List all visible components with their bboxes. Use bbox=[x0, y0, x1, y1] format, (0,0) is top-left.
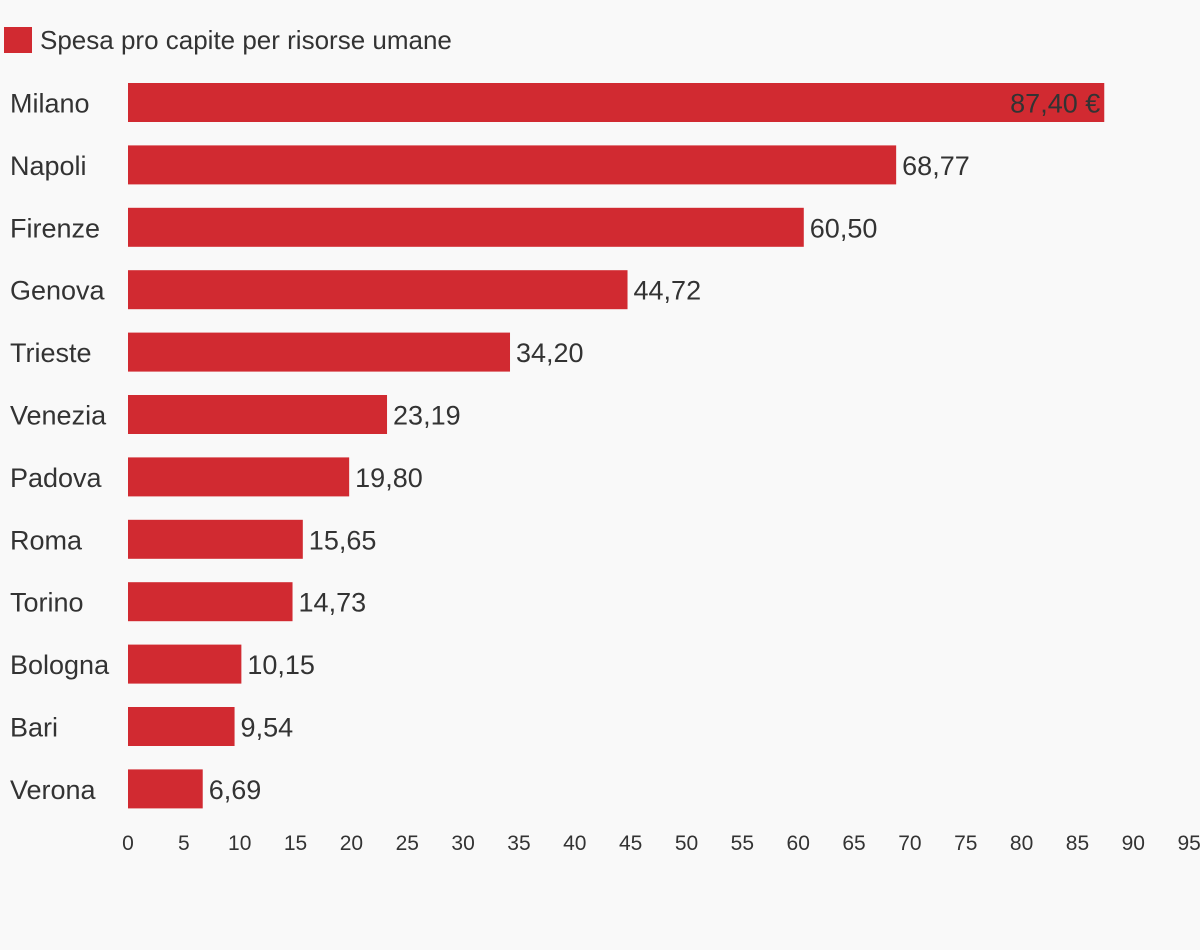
x-tick-label: 35 bbox=[507, 832, 530, 855]
x-tick-label: 65 bbox=[842, 832, 865, 855]
bar bbox=[128, 769, 203, 809]
x-tick-label: 15 bbox=[284, 832, 307, 855]
x-tick-label: 80 bbox=[1010, 832, 1033, 855]
bar bbox=[128, 270, 628, 310]
x-tick-label: 50 bbox=[675, 832, 698, 855]
category-label: Firenze bbox=[10, 213, 100, 243]
x-tick-label: 90 bbox=[1122, 832, 1145, 855]
bar bbox=[128, 457, 350, 497]
data-label: 34,20 bbox=[516, 338, 584, 368]
data-label: 6,69 bbox=[209, 775, 262, 805]
data-label: 60,50 bbox=[810, 213, 878, 243]
category-label: Genova bbox=[10, 276, 106, 306]
category-label: Padova bbox=[10, 463, 103, 493]
bar bbox=[128, 644, 242, 684]
x-tick-label: 70 bbox=[898, 832, 921, 855]
data-label: 14,73 bbox=[299, 588, 367, 618]
bar bbox=[128, 707, 235, 746]
x-tick-label: 40 bbox=[563, 832, 586, 855]
bar bbox=[128, 519, 303, 559]
bar bbox=[128, 332, 511, 372]
category-label: Trieste bbox=[10, 338, 92, 368]
data-label: 19,80 bbox=[355, 463, 423, 493]
category-label: Torino bbox=[10, 588, 84, 618]
x-tick-label: 60 bbox=[787, 832, 810, 855]
bar bbox=[128, 395, 388, 434]
bar bbox=[128, 207, 804, 247]
legend-label: Spesa pro capite per risorse umane bbox=[40, 25, 452, 55]
data-label: 9,54 bbox=[241, 713, 294, 743]
x-tick-label: 75 bbox=[954, 832, 977, 855]
category-label: Verona bbox=[10, 775, 97, 805]
x-tick-label: 20 bbox=[340, 832, 363, 855]
data-label: 23,19 bbox=[393, 401, 461, 431]
category-label: Venezia bbox=[10, 401, 107, 431]
x-tick-label: 85 bbox=[1066, 832, 1089, 855]
data-label: 44,72 bbox=[634, 276, 702, 306]
x-tick-label: 95 bbox=[1177, 832, 1200, 855]
x-tick-label: 30 bbox=[451, 832, 474, 855]
legend-swatch bbox=[4, 27, 32, 53]
bar bbox=[128, 83, 1105, 122]
category-label: Bari bbox=[10, 713, 58, 743]
x-tick-label: 10 bbox=[228, 832, 251, 855]
bar bbox=[128, 582, 293, 622]
x-tick-label: 45 bbox=[619, 832, 642, 855]
bar bbox=[128, 145, 897, 185]
data-label: 87,40 € bbox=[1010, 89, 1100, 119]
category-label: Napoli bbox=[10, 151, 87, 181]
x-tick-label: 0 bbox=[122, 832, 134, 855]
legend: Spesa pro capite per risorse umane bbox=[4, 26, 452, 54]
data-label: 68,77 bbox=[902, 151, 970, 181]
data-label: 10,15 bbox=[247, 650, 315, 680]
x-tick-label: 55 bbox=[731, 832, 754, 855]
category-label: Bologna bbox=[10, 650, 110, 680]
x-tick-label: 25 bbox=[396, 832, 419, 855]
category-label: Milano bbox=[10, 89, 90, 119]
x-tick-label: 5 bbox=[178, 832, 190, 855]
data-label: 15,65 bbox=[309, 525, 377, 555]
category-label: Roma bbox=[10, 525, 83, 555]
